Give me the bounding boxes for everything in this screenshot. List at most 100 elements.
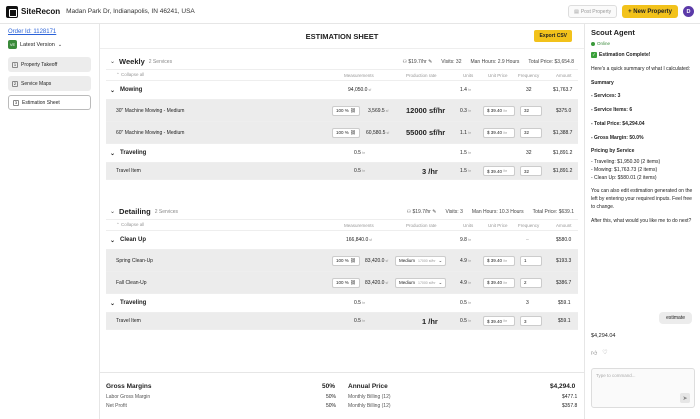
post-property-button[interactable]: ▤ Post Property xyxy=(568,5,618,18)
group-frequency: – xyxy=(526,237,529,243)
service-group-traveling[interactable]: ⌄ Traveling 0.5hr 1.5hr 32 $1,891.2 xyxy=(106,144,578,163)
production-rate[interactable]: 1 /hr xyxy=(422,316,438,326)
export-csv-button[interactable]: Export CSV xyxy=(534,30,572,42)
logo[interactable]: SiteRecon xyxy=(6,5,61,18)
total-price: Total Price: $3,654.8 xyxy=(528,58,574,65)
rate[interactable]: ⚇ $19.7/hr ✎ xyxy=(402,58,433,65)
collapse-all[interactable]: ⌃ Collapse all xyxy=(116,222,145,227)
chat-line: - Mowing: $1,763.73 (2 items) xyxy=(591,166,658,173)
col-amount: Amount xyxy=(556,72,572,78)
estimation-header: ESTIMATION SHEET Export CSV xyxy=(100,24,584,49)
level-select[interactable]: Medium 17000 sf/hr ⌄ xyxy=(395,255,447,266)
frequency-input[interactable]: 32 xyxy=(520,166,542,176)
link-icon: ⛓ xyxy=(350,107,356,113)
order-id-link[interactable]: Order Id: 1128171 xyxy=(8,29,57,35)
command-placeholder: Type to command... xyxy=(596,373,636,378)
section-header[interactable]: ⌄ Detailing 2 Services ⚇ $19.7/hr ✎ Visi… xyxy=(106,204,578,220)
command-input[interactable]: Type to command... ➤ xyxy=(591,368,695,408)
section-header[interactable]: ⌄ Weekly 2 Services ⚇ $19.7/hr ✎ Visits:… xyxy=(106,54,578,70)
col-frequency: Frequency xyxy=(518,72,540,78)
column-headers: ⌃ Collapse all Measurements Production r… xyxy=(106,220,578,231)
link-icon: ⛓ xyxy=(350,279,356,285)
percent-input[interactable]: 100 % ⛓ xyxy=(332,277,360,288)
step-service-maps[interactable]: 2 Service Maps xyxy=(8,76,91,91)
group-units: 1.5hr xyxy=(460,150,472,156)
labor-margin-label: Labor Gross Margin xyxy=(106,394,151,400)
chat-message: Here's a quick summary of what I calcula… xyxy=(591,65,691,72)
service-group-traveling[interactable]: ⌄ Traveling 0.5hr 0.5hr 3 $59.1 xyxy=(106,294,578,313)
chevron-down-icon[interactable]: ⌄ xyxy=(110,237,116,244)
unit-price-input[interactable]: $ 39.40/hr xyxy=(483,166,515,176)
chevron-down-icon[interactable]: ⌄ xyxy=(110,209,116,215)
frequency-input[interactable]: 2 xyxy=(520,277,542,288)
item-measure: 0.5hr xyxy=(354,318,366,324)
chat-message: You can also edit estimation generated o… xyxy=(591,188,693,210)
detailing-section: ⌄ Detailing 2 Services ⚇ $19.7/hr ✎ Visi… xyxy=(106,204,578,330)
service-item: Travel Item 0.5hr 1 /hr 0.5hr $ 39.40/hr… xyxy=(106,313,578,330)
heart-icon[interactable]: ♡ xyxy=(602,350,608,356)
item-name: Travel Item xyxy=(116,168,141,174)
step-property-takeoff[interactable]: 1 Property Takeoff xyxy=(8,57,91,72)
monthly-billing-label: Monthly Billing (12) xyxy=(348,403,391,409)
col-measurements: Measurements xyxy=(344,222,374,228)
unit-price-input[interactable]: $ 39.40/hr xyxy=(483,105,515,116)
frequency-input[interactable]: 1 xyxy=(520,255,542,266)
step-number: 2 xyxy=(12,80,18,87)
chat-line: - Total Price: $4,294.04 xyxy=(591,120,645,127)
rate[interactable]: ⚇ $19.7/hr ✎ xyxy=(406,208,437,215)
frequency-input[interactable]: 32 xyxy=(520,105,542,116)
unit-price-input[interactable]: $ 39.40/hr xyxy=(483,127,515,138)
new-property-button[interactable]: + New Property xyxy=(622,5,678,18)
percent-input[interactable]: 100 % ⛓ xyxy=(332,127,360,138)
item-amount: $386.7 xyxy=(556,279,572,286)
percent-input[interactable]: 100 % ⛓ xyxy=(332,255,360,266)
frequency-input[interactable]: 32 xyxy=(520,127,542,138)
group-units: 9.8hr xyxy=(460,237,472,243)
unit-price-input[interactable]: $ 39.40/hr xyxy=(483,277,515,288)
visits: Visits: 32 xyxy=(441,58,462,65)
left-panel: Order Id: 1128171 VE Latest Version ⌄ 1 … xyxy=(0,24,100,419)
unit-price-input[interactable]: $ 39.40/hr xyxy=(483,255,515,266)
net-profit-label: Net Profit xyxy=(106,403,127,409)
person-icon: ⚇ xyxy=(406,208,412,215)
chat-line: - Gross Margin: 50.0% xyxy=(591,134,644,141)
group-name: Clean Up xyxy=(120,237,147,243)
collapse-all[interactable]: ⌃ Collapse all xyxy=(116,72,145,77)
service-item: 30" Machine Mowing - Medium 100 % ⛓ 3,56… xyxy=(106,100,578,122)
production-rate[interactable]: 3 /hr xyxy=(422,166,438,176)
level-select[interactable]: Medium 17000 sf/hr ⌄ xyxy=(395,277,447,288)
version-label: Latest Version xyxy=(20,41,55,48)
production-rate[interactable]: 55000 sf/hr xyxy=(406,128,446,137)
version-selector[interactable]: VE Latest Version ⌄ xyxy=(8,40,91,49)
item-units: 1.5hr xyxy=(460,168,472,174)
document-icon: ▤ xyxy=(574,8,579,15)
chevron-down-icon[interactable]: ⌄ xyxy=(110,59,116,65)
chevron-down-icon[interactable]: ⌄ xyxy=(110,87,116,94)
logo-text: SiteRecon xyxy=(21,7,61,16)
item-measure: 83,420.0sf xyxy=(365,279,389,286)
chevron-down-icon[interactable]: ⌄ xyxy=(110,300,116,307)
group-measure: 0.5hr xyxy=(354,300,366,306)
group-measure: 94,050.0sf xyxy=(348,87,372,93)
service-group-cleanup[interactable]: ⌄ Clean Up 166,840.0sf 9.8hr – $580.0 xyxy=(106,231,578,250)
man-hours: Man Hours: 2.9 Hours xyxy=(470,58,520,65)
frequency-input[interactable]: 3 xyxy=(520,316,542,326)
chevron-down-icon[interactable]: ⌄ xyxy=(110,150,116,157)
item-units: 1.1hr xyxy=(460,129,472,136)
percent-input[interactable]: 100 % ⛓ xyxy=(332,105,360,116)
avatar[interactable]: D xyxy=(683,6,694,17)
item-units: 4.9hr xyxy=(460,257,472,264)
unit-price-input[interactable]: $ 39.40/hr xyxy=(483,316,515,326)
service-group-mowing[interactable]: ⌄ Mowing 94,050.0sf 1.4hr 32 $1,763.7 xyxy=(106,81,578,100)
production-rate[interactable]: 12000 sf/hr xyxy=(406,106,446,115)
col-frequency: Frequency xyxy=(518,222,540,228)
step-estimation-sheet[interactable]: 3 Estimation Sheet xyxy=(8,95,91,110)
visits: Visits: 3 xyxy=(445,208,463,215)
send-icon[interactable]: ➤ xyxy=(680,393,690,403)
group-frequency: 3 xyxy=(526,300,529,306)
group-amount: $1,763.7 xyxy=(553,87,573,93)
step-label: Estimation Sheet xyxy=(22,99,60,106)
monthly-billing-label: Monthly Billing (12) xyxy=(348,394,391,400)
thumbs-up-icon[interactable]: 👍︎ xyxy=(591,351,598,357)
item-amount: $375.0 xyxy=(556,107,572,114)
